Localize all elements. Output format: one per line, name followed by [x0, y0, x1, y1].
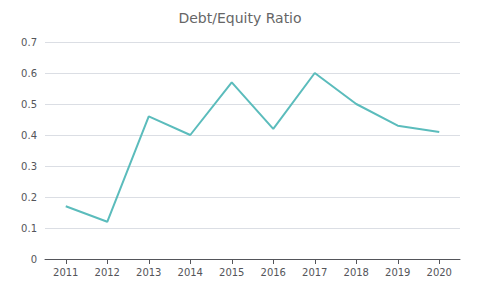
svg-text:0.6: 0.6	[21, 68, 37, 79]
svg-text:2011: 2011	[53, 267, 78, 278]
svg-text:Debt/Equity Ratio: Debt/Equity Ratio	[178, 10, 301, 26]
svg-text:0.4: 0.4	[21, 130, 37, 141]
svg-text:0.2: 0.2	[21, 192, 37, 203]
svg-text:2016: 2016	[261, 267, 286, 278]
svg-text:2012: 2012	[95, 267, 120, 278]
svg-text:0: 0	[31, 254, 37, 265]
svg-text:2014: 2014	[178, 267, 203, 278]
svg-text:2015: 2015	[219, 267, 244, 278]
svg-text:2019: 2019	[385, 267, 410, 278]
svg-text:0.3: 0.3	[21, 161, 37, 172]
svg-text:2018: 2018	[344, 267, 369, 278]
svg-text:2020: 2020	[427, 267, 452, 278]
svg-text:2013: 2013	[136, 267, 161, 278]
svg-text:2017: 2017	[302, 267, 327, 278]
svg-text:0.5: 0.5	[21, 99, 37, 110]
svg-text:0.7: 0.7	[21, 37, 37, 48]
svg-text:0.1: 0.1	[21, 223, 37, 234]
